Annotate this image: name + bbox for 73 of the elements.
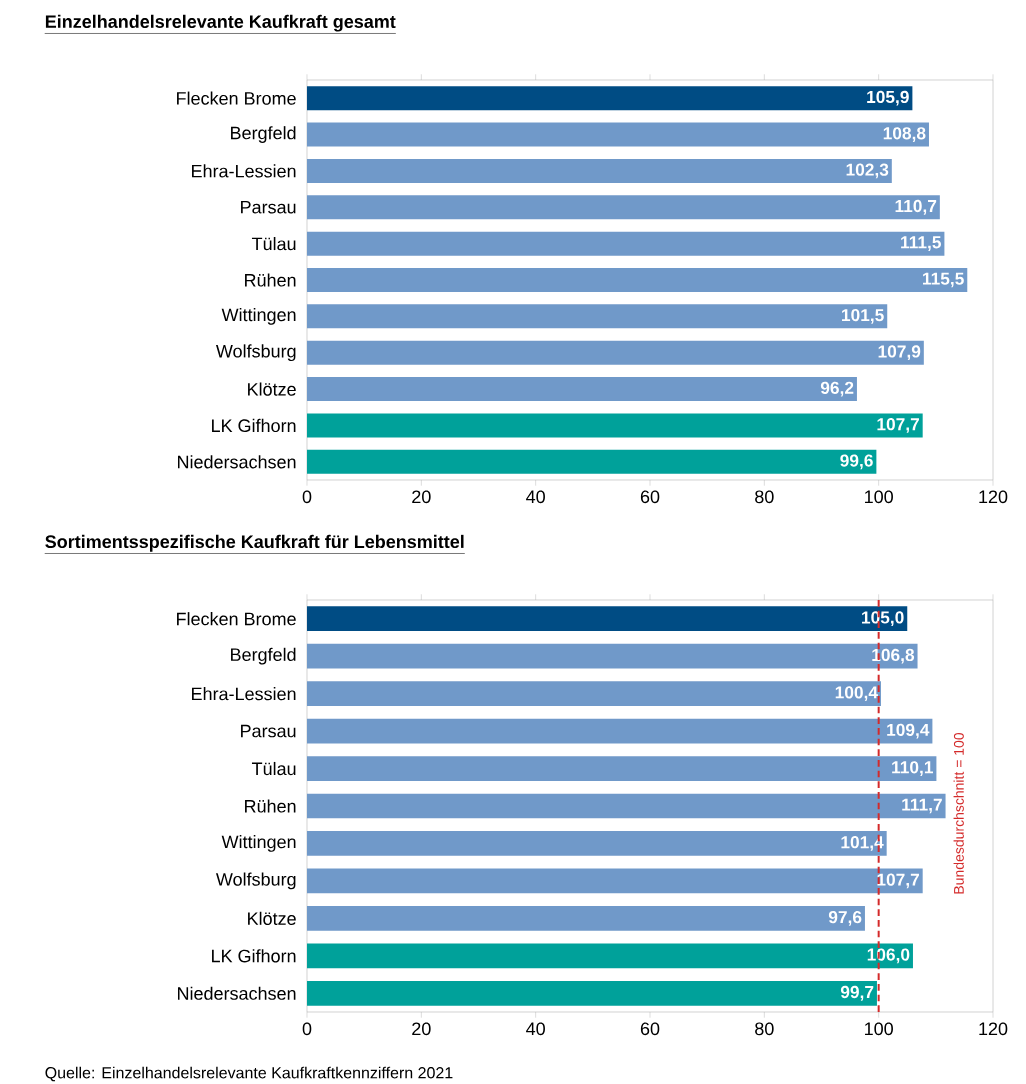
bar xyxy=(307,122,929,147)
y-tick-label: Klötze xyxy=(248,382,296,396)
data-label: 96,2 xyxy=(820,381,854,397)
x-tick-label: 40 xyxy=(526,1022,545,1036)
y-tick-label: Rühen xyxy=(245,799,296,813)
x-tick-label: 80 xyxy=(755,1022,774,1036)
data-label: 110,7 xyxy=(895,199,937,215)
y-tick-label: Parsau xyxy=(241,200,296,214)
y-tick-label: Klötze xyxy=(248,911,296,925)
data-label: 101,5 xyxy=(842,308,884,324)
x-tick-label: 120 xyxy=(979,1022,1008,1036)
x-tick-label: 80 xyxy=(755,490,774,504)
bar xyxy=(307,304,888,329)
data-label: 115,5 xyxy=(923,272,964,288)
ref-line-label: Bundesdurchschnitt = 100 xyxy=(953,732,964,894)
data-label: 111,5 xyxy=(901,236,941,251)
y-tick-label: Ehra-Lessien xyxy=(192,164,296,178)
x-tick-label: 120 xyxy=(979,490,1008,504)
x-tick-label: 20 xyxy=(412,490,431,504)
data-label: 105,9 xyxy=(867,90,909,106)
bar xyxy=(307,86,913,111)
y-tick-label: Niedersachsen xyxy=(178,986,296,1000)
data-label: 106,0 xyxy=(867,948,910,964)
data-label: 102,3 xyxy=(846,163,889,179)
data-label: 99,7 xyxy=(840,985,874,1001)
data-label: 107,7 xyxy=(877,418,919,433)
data-label: 107,7 xyxy=(877,873,919,889)
y-tick-label: Wittingen xyxy=(221,835,296,852)
y-tick-label: Flecken Brome xyxy=(177,91,296,105)
y-tick-label: Rühen xyxy=(245,273,296,287)
bar xyxy=(307,413,923,438)
data-label: 101,4 xyxy=(841,836,884,851)
bar xyxy=(307,377,857,402)
y-tick-label: LK Gifhorn xyxy=(212,418,296,433)
x-tick-label: 100 xyxy=(865,1022,893,1036)
y-tick-label: Parsau xyxy=(241,724,296,738)
x-tick-label: 100 xyxy=(865,490,893,504)
chart-title: Sortimentsspezifische Kaufkraft für Lebensmittel xyxy=(45,534,464,552)
y-tick-label: Tülau xyxy=(251,237,296,251)
y-tick-label: Ehra-Lessien xyxy=(192,687,296,701)
bar xyxy=(307,267,968,292)
data-label: 100,4 xyxy=(835,686,878,702)
data-label: 107,9 xyxy=(878,345,921,361)
bar xyxy=(307,158,892,183)
y-tick-label: Flecken Brome xyxy=(177,612,296,626)
data-label: 105,0 xyxy=(862,611,904,627)
data-label: 99,6 xyxy=(840,454,873,470)
x-tick-label: 60 xyxy=(640,1022,660,1036)
y-tick-label: Wolfsburg xyxy=(215,872,296,890)
data-label: 106,8 xyxy=(872,648,915,664)
y-tick-label: LK Gifhorn xyxy=(212,949,296,963)
bar xyxy=(307,195,940,220)
x-tick-label: 0 xyxy=(302,1022,312,1036)
data-label: 108,8 xyxy=(883,127,926,142)
bar xyxy=(307,449,877,474)
data-label: 110,1 xyxy=(892,761,933,776)
y-tick-label: Wittingen xyxy=(221,307,296,325)
y-tick-label: Tülau xyxy=(251,761,296,776)
source-note: Quelle: Einzelhandelsrelevante Kaufkraftkennziffern 2021 xyxy=(45,1066,453,1082)
y-tick-label: Bergfeld xyxy=(231,647,296,665)
x-tick-label: 0 xyxy=(302,490,312,504)
data-label: 97,6 xyxy=(828,910,862,926)
data-label: 109,4 xyxy=(887,723,930,739)
x-tick-label: 20 xyxy=(412,1022,431,1036)
y-tick-label: Bergfeld xyxy=(231,126,296,143)
data-label: 111,7 xyxy=(902,798,942,814)
bar xyxy=(307,231,945,256)
y-tick-label: Niedersachsen xyxy=(178,455,296,469)
x-tick-label: 40 xyxy=(526,490,545,504)
bar xyxy=(307,340,924,365)
chart-title: Einzelhandelsrelevante Kaufkraft gesamt xyxy=(45,14,396,32)
y-tick-label: Wolfsburg xyxy=(215,344,296,362)
x-tick-label: 60 xyxy=(640,490,660,504)
